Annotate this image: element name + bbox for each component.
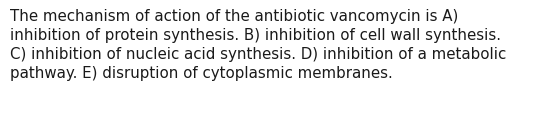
Text: The mechanism of action of the antibiotic vancomycin is A)
inhibition of protein: The mechanism of action of the antibioti… [10, 9, 506, 81]
